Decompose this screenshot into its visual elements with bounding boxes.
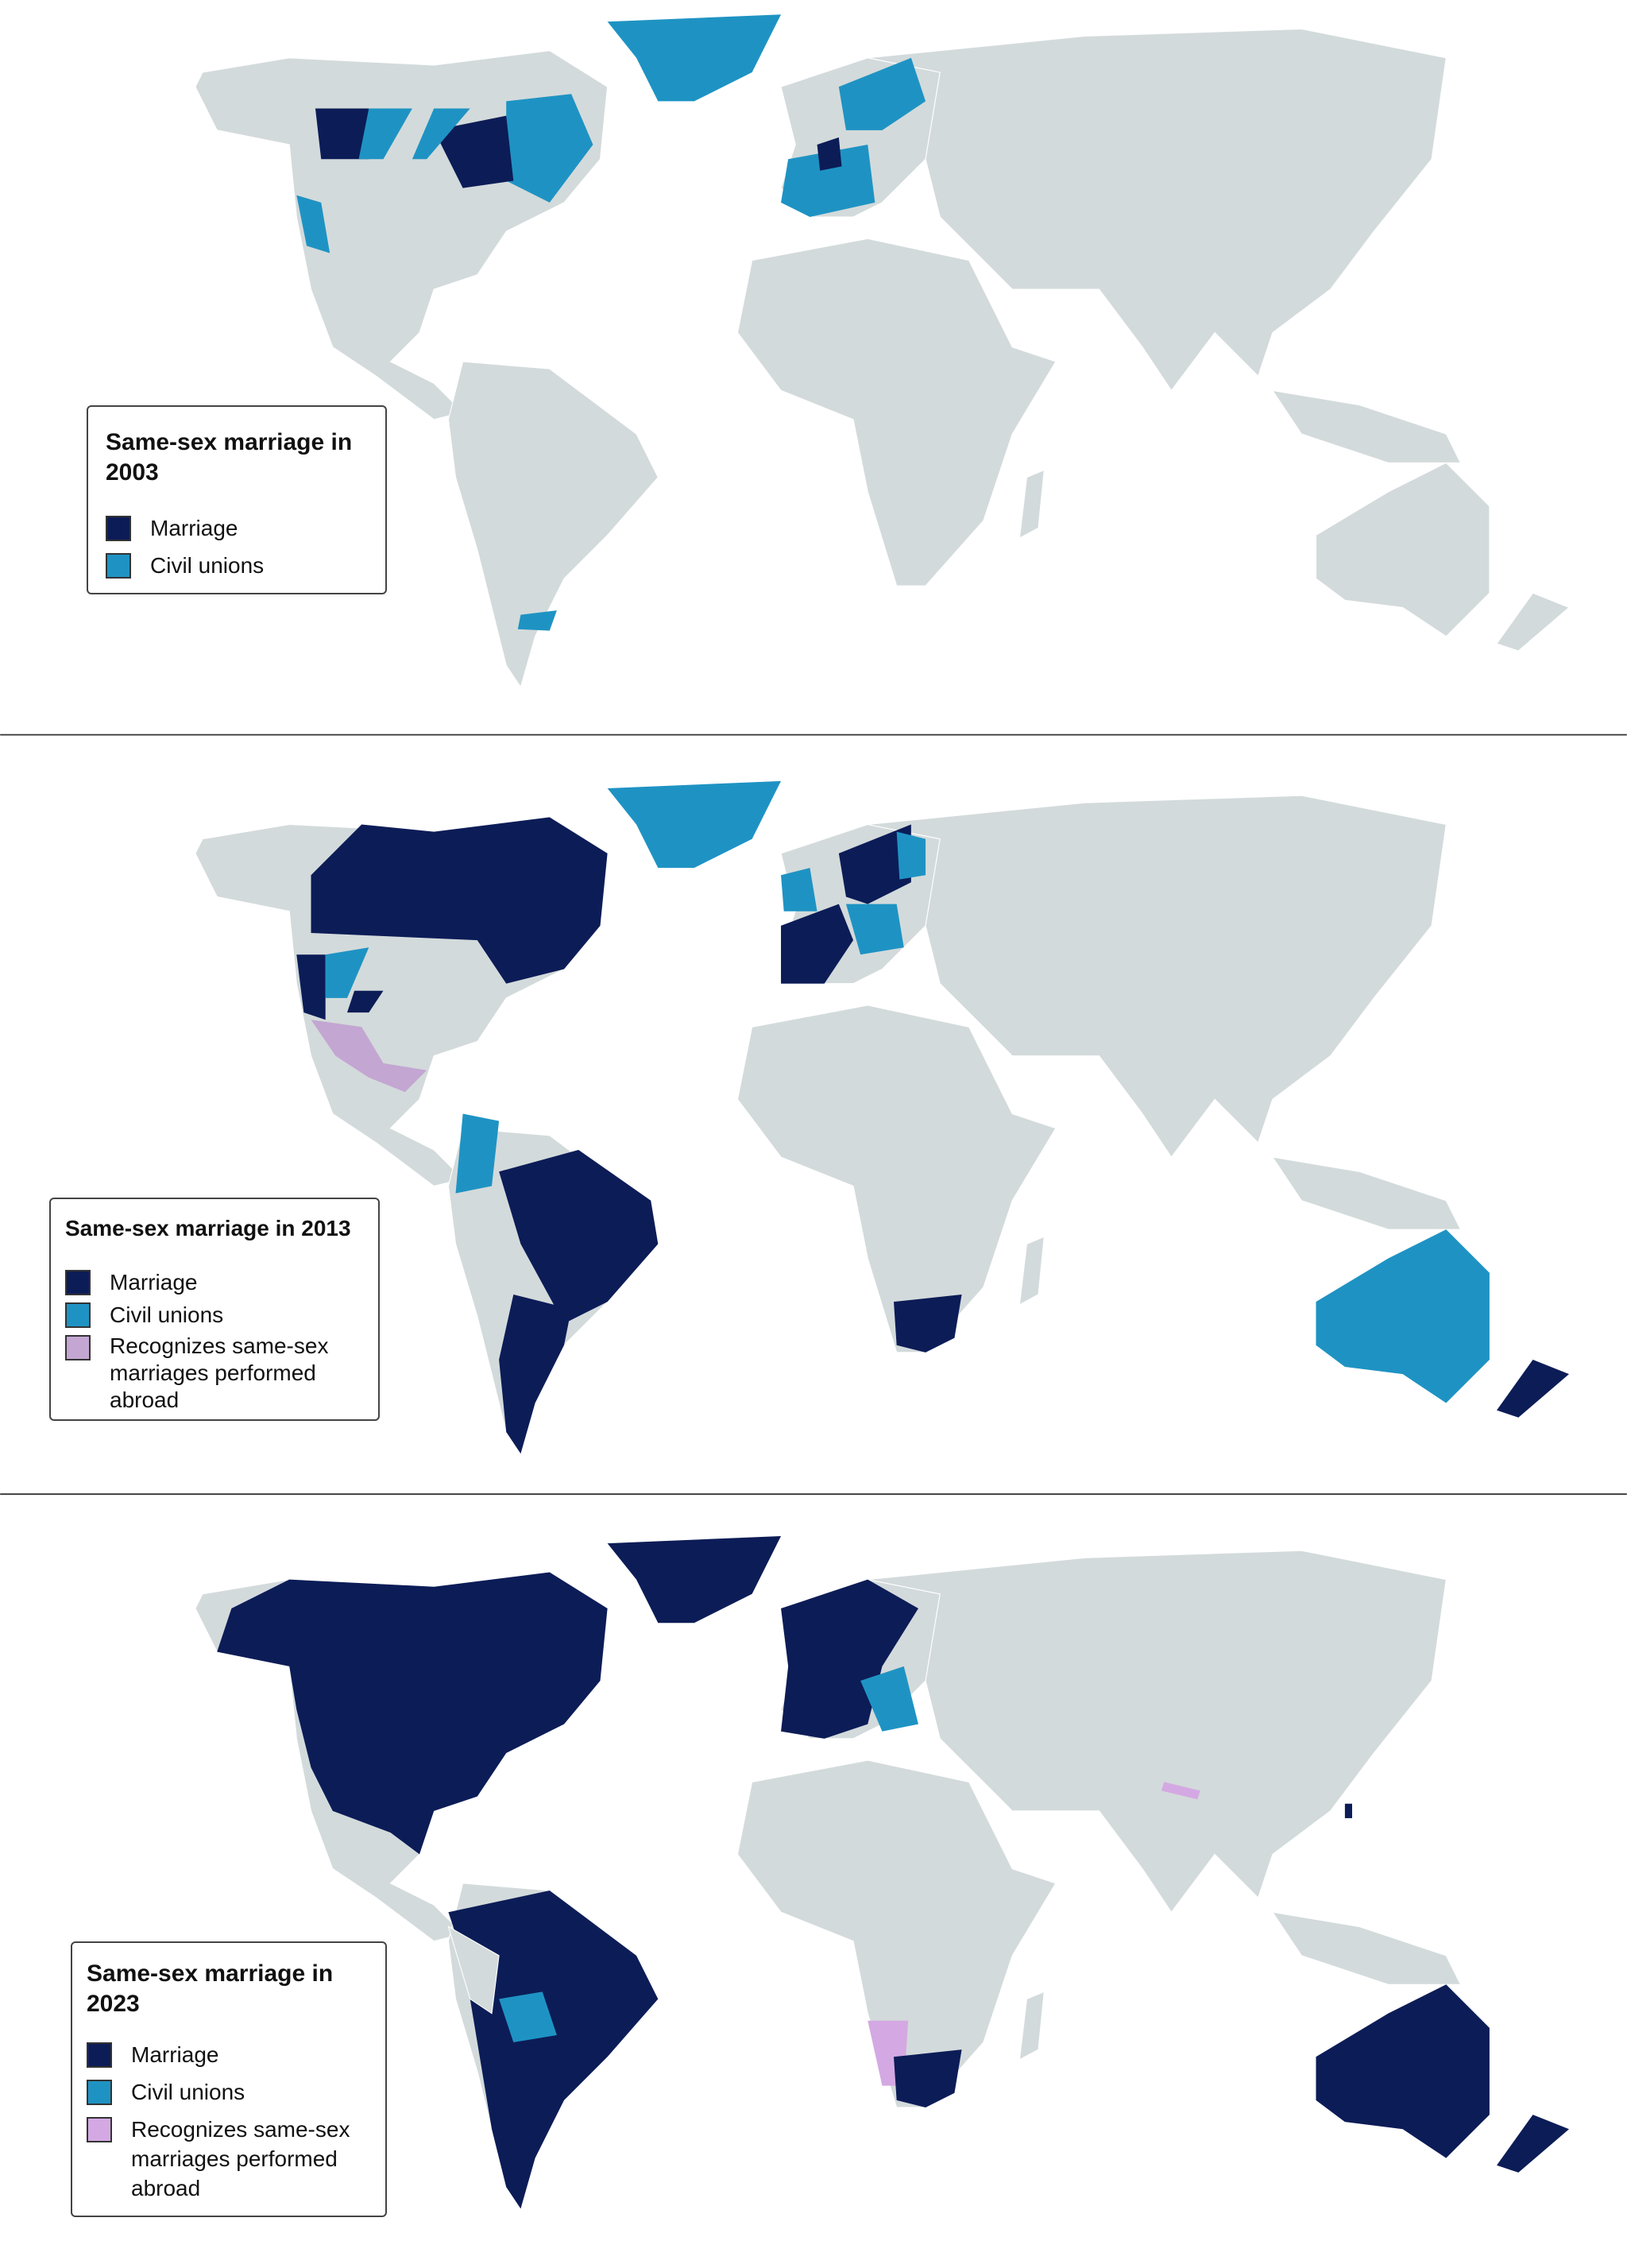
argentina-uruguay-marriage <box>499 1295 572 1454</box>
map-2003 <box>195 14 1570 688</box>
canada-marriage <box>311 817 608 984</box>
greenland-marriage <box>607 1536 782 1624</box>
legend-item-civil-unions: Civil unions <box>87 2077 371 2107</box>
legend-label: Marriage <box>131 2042 219 2067</box>
taiwan-marriage <box>1344 1803 1353 1818</box>
us-west-marriage <box>296 954 326 1020</box>
us-civil-states <box>325 947 369 998</box>
mexico-recognizes <box>311 1020 427 1093</box>
swatch-civil-unions <box>87 2080 112 2105</box>
legend-item-civil-unions: Civil unions <box>65 1300 364 1329</box>
quebec-civil <box>506 94 593 203</box>
legend-label: Recognizes same-sex marriages performed … <box>110 1333 329 1412</box>
legend-label: Marriage <box>150 516 238 540</box>
nordic-civil <box>838 57 926 130</box>
legend-label: Marriage <box>110 1270 198 1295</box>
colombia-ecuador-civil <box>455 1113 500 1194</box>
swatch-recognizes <box>65 1335 91 1360</box>
legend-item-recognizes: Recognizes same-sex marriages performed … <box>65 1333 364 1414</box>
western-europe-marriage <box>781 904 854 984</box>
map-2013 <box>195 780 1570 1454</box>
finland-civil <box>896 831 926 880</box>
legend-item-marriage: Marriage <box>106 513 368 543</box>
british-columbia-marriage <box>315 108 369 160</box>
legend-label: Civil unions <box>150 553 265 578</box>
argentina-civil <box>517 610 557 631</box>
bolivia-civil <box>499 1991 557 2043</box>
brazil-marriage <box>499 1150 659 1324</box>
south-africa-marriage <box>894 1295 962 1353</box>
legend-title: Same-sex marriage in 2003 <box>106 429 353 486</box>
new-zealand-marriage <box>1497 1359 1570 1418</box>
legend-2013: Same-sex marriage in 2013 Marriage Civil… <box>49 1198 380 1421</box>
legend-item-civil-unions: Civil unions <box>106 551 368 580</box>
swatch-marriage <box>65 1270 91 1295</box>
peru-venezuela <box>447 1925 500 2014</box>
swatch-recognizes <box>87 2117 112 2142</box>
australia-civil <box>1316 1229 1490 1403</box>
legend-2003: Same-sex marriage in 2003 Marriage Civil… <box>87 405 387 594</box>
legend-2023: Same-sex marriage in 2023 Marriage Civil… <box>71 1941 387 2217</box>
swatch-civil-unions <box>65 1302 91 1328</box>
central-europe-civil <box>860 1666 918 1732</box>
western-europe-civil <box>781 145 875 218</box>
swatch-marriage <box>106 516 131 541</box>
nordic-marriage <box>838 824 911 904</box>
north-america-marriage <box>217 1572 608 1855</box>
legend-item-marriage: Marriage <box>65 1268 364 1297</box>
legend-title: Same-sex marriage in 2023 <box>87 1960 334 2017</box>
central-europe-civil <box>845 904 904 955</box>
legend-item-recognizes: Recognizes same-sex marriages performed … <box>87 2115 371 2203</box>
map-2023 <box>195 1535 1570 2209</box>
california-civil <box>296 195 330 254</box>
australia-marriage <box>1316 1984 1490 2158</box>
legend-item-marriage: Marriage <box>87 2040 371 2069</box>
south-africa-marriage <box>894 2049 962 2107</box>
greenland-civil <box>607 14 782 102</box>
legend-label: Civil unions <box>131 2080 245 2104</box>
new-zealand-marriage <box>1497 2115 1570 2173</box>
legend-label: Civil unions <box>110 1302 224 1327</box>
europe-marriage <box>781 1579 918 1739</box>
canada-civil-stripe-2 <box>412 108 470 160</box>
us-iowa-marriage <box>347 990 384 1013</box>
uk-civil <box>781 868 817 911</box>
nepal-recognizes <box>1161 1782 1200 1800</box>
ontario-marriage <box>434 115 514 188</box>
greenland-civil <box>607 780 782 869</box>
swatch-civil-unions <box>106 553 131 579</box>
south-america-marriage <box>448 1890 659 2209</box>
legend-title: Same-sex marriage in 2013 <box>65 1216 351 1240</box>
netherlands-belgium-marriage <box>817 137 842 171</box>
legend-label: Recognizes same-sex marriages performed … <box>131 2117 350 2200</box>
canada-civil-stripe <box>358 108 412 160</box>
swatch-marriage <box>87 2042 112 2068</box>
